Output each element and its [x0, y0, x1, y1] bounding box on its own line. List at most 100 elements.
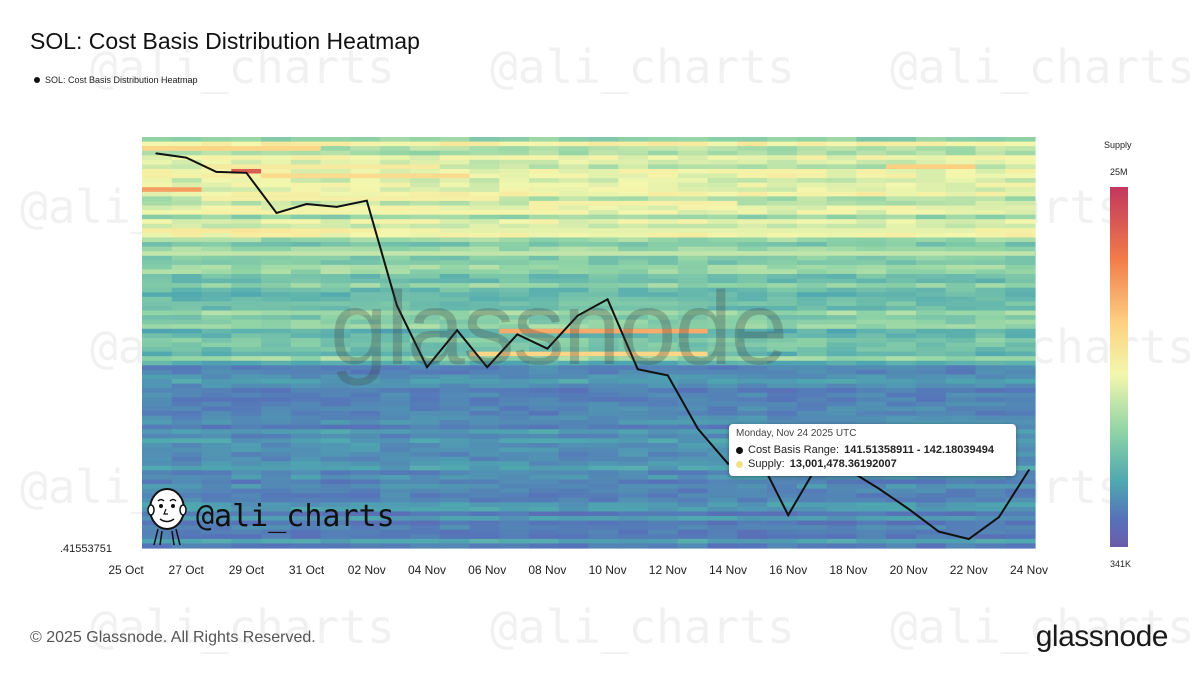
heatmap-cell: [886, 484, 917, 490]
heatmap-cell: [290, 461, 322, 467]
heatmap-cell: [796, 324, 828, 330]
heatmap-cell: [409, 388, 441, 394]
heatmap-cell: [677, 260, 709, 266]
heatmap-cell: [1005, 433, 1036, 439]
heatmap-cell: [796, 242, 828, 248]
heatmap-cell: [886, 187, 917, 193]
heatmap-cell: [350, 255, 381, 261]
heatmap-cell: [707, 525, 738, 531]
heatmap-cell: [677, 516, 709, 522]
heatmap-cell: [171, 379, 203, 385]
heatmap-cell: [380, 219, 411, 225]
heatmap-cell: [439, 356, 471, 362]
heatmap-cell: [618, 278, 649, 284]
heatmap-cell: [796, 205, 828, 211]
heatmap-cell: [290, 388, 322, 394]
heatmap-cell: [1005, 511, 1036, 517]
heatmap-cell: [588, 237, 619, 243]
heatmap-cell: [945, 137, 977, 143]
heatmap-cell: [1005, 429, 1036, 435]
legend[interactable]: SOL: Cost Basis Distribution Heatmap: [34, 75, 198, 85]
heatmap-cell: [677, 506, 709, 513]
heatmap-cell: [975, 305, 1006, 312]
heatmap-cell: [737, 484, 768, 490]
heatmap-cell: [528, 310, 560, 316]
heatmap-cell: [796, 301, 828, 307]
heatmap-cell: [1005, 324, 1036, 330]
heatmap-cell: [439, 223, 471, 229]
heatmap-cell: [1005, 406, 1036, 412]
heatmap-cell: [975, 360, 1006, 366]
heatmap-cell: [677, 301, 709, 307]
heatmap-cell: [588, 296, 619, 302]
heatmap-cell: [826, 187, 857, 193]
heatmap-cell: [528, 529, 560, 535]
heatmap-cell: [975, 397, 1006, 403]
heatmap-cell: [290, 411, 322, 417]
heatmap-cell: [231, 379, 262, 385]
heatmap-cell: [796, 319, 828, 325]
heatmap-cell: [707, 520, 738, 526]
heatmap-cell: [528, 534, 560, 540]
heatmap-cell: [648, 374, 679, 380]
heatmap-cell: [261, 200, 292, 207]
heatmap-cell: [290, 351, 322, 357]
heatmap-cell: [499, 502, 530, 508]
heatmap-cell: [767, 164, 798, 170]
heatmap-cell: [915, 420, 947, 426]
heatmap-cell: [856, 164, 887, 170]
heatmap-cell: [618, 260, 649, 266]
heatmap-cell: [677, 493, 709, 499]
heatmap-cell: [320, 182, 351, 188]
heatmap-cell: [856, 543, 887, 549]
heatmap-cell: [380, 379, 411, 385]
heatmap-cell: [439, 246, 471, 252]
heatmap-cell: [142, 406, 173, 412]
heatmap-cell: [618, 456, 649, 462]
heatmap-cell: [856, 219, 887, 225]
heatmap-cell: [707, 356, 738, 362]
heatmap-cell: [618, 296, 649, 302]
heatmap-cell: [142, 538, 173, 545]
heatmap-cell: [261, 356, 292, 362]
heatmap-cell: [499, 379, 530, 385]
heatmap-cell: [409, 452, 441, 458]
heatmap-cell: [201, 379, 232, 385]
heatmap-cell: [171, 392, 203, 398]
heatmap-cell: [826, 351, 857, 357]
heatmap-cell: [231, 205, 262, 211]
heatmap-cell: [201, 228, 232, 234]
heatmap-cell: [409, 301, 441, 307]
heatmap-cell: [409, 287, 441, 293]
heatmap-cell: [528, 388, 560, 394]
heatmap-cell: [707, 137, 738, 143]
heatmap-cell: [648, 497, 679, 503]
heatmap-cell: [886, 155, 917, 161]
heatmap-cell: [350, 365, 381, 371]
heatmap-cell: [886, 351, 917, 357]
heatmap-cell: [677, 474, 709, 481]
heatmap-cell: [945, 296, 977, 302]
heatmap-cell: [796, 351, 828, 357]
heatmap-cell: [856, 296, 887, 302]
heatmap-cell: [826, 150, 857, 156]
heatmap-cell: [945, 242, 977, 248]
heatmap-cell: [767, 242, 798, 248]
heatmap-cell: [677, 141, 709, 147]
heatmap-cell: [618, 164, 649, 170]
heatmap-cell: [142, 319, 173, 325]
heatmap-cell: [320, 525, 351, 531]
heatmap-cell: [648, 264, 679, 271]
heatmap-cell: [261, 388, 292, 394]
heatmap-cell: [409, 433, 441, 439]
heatmap-cell: [945, 319, 977, 325]
heatmap-cell: [499, 342, 530, 348]
heatmap-cell: [677, 347, 709, 353]
heatmap-cell: [886, 520, 917, 526]
heatmap-cell: [677, 150, 709, 156]
heatmap-cell: [439, 278, 471, 284]
heatmap-cell: [767, 200, 798, 207]
heatmap-cell: [528, 502, 560, 508]
heatmap-cell: [767, 155, 798, 161]
